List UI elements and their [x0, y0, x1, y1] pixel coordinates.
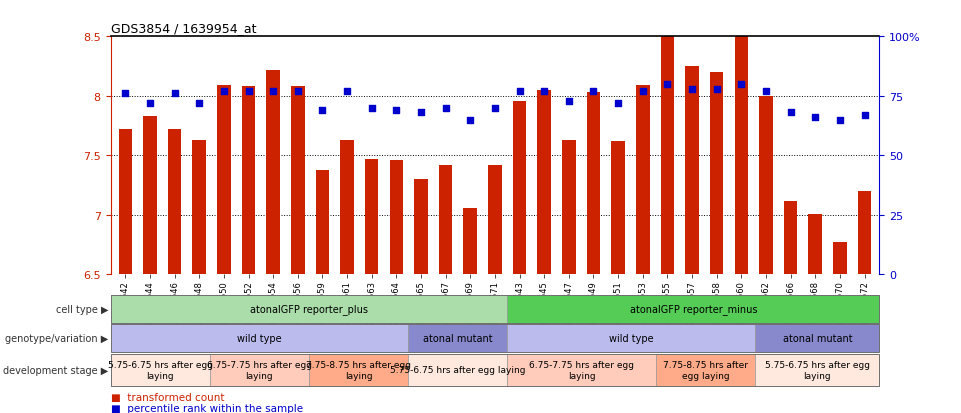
Text: 5.75-6.75 hrs after egg laying: 5.75-6.75 hrs after egg laying [390, 366, 526, 375]
Point [586, 88, 602, 95]
Bar [365, 159, 379, 275]
Point [610, 100, 626, 107]
Bar [755, 325, 879, 353]
Bar [808, 214, 822, 275]
Text: cell type ▶: cell type ▶ [56, 304, 109, 314]
Bar [755, 354, 879, 386]
Bar [111, 295, 507, 323]
Bar [266, 70, 280, 275]
Bar [858, 192, 872, 275]
Point [413, 110, 429, 116]
Point [561, 98, 577, 104]
Bar [143, 117, 157, 275]
Bar [660, 37, 675, 275]
Point [857, 112, 873, 119]
Text: 7.75-8.75 hrs after
egg laying: 7.75-8.75 hrs after egg laying [663, 360, 749, 380]
Bar [734, 37, 748, 275]
Bar [111, 325, 408, 353]
Bar [242, 87, 256, 275]
Bar [217, 86, 231, 275]
Bar [118, 130, 132, 275]
Bar [308, 354, 408, 386]
Bar [209, 354, 308, 386]
Point [339, 88, 355, 95]
Text: development stage ▶: development stage ▶ [3, 365, 109, 375]
Bar [685, 67, 699, 275]
Bar [408, 354, 507, 386]
Point [241, 88, 257, 95]
Point [462, 117, 478, 123]
Bar [513, 101, 527, 275]
Text: GDS3854 / 1639954_at: GDS3854 / 1639954_at [111, 22, 256, 35]
Bar [488, 165, 502, 275]
Text: atonalGFP reporter_plus: atonalGFP reporter_plus [250, 304, 368, 315]
Point [315, 107, 331, 114]
Bar [463, 208, 477, 275]
Point [807, 114, 823, 121]
Point [709, 86, 725, 93]
Text: atonal mutant: atonal mutant [423, 334, 493, 344]
Bar [759, 97, 773, 275]
Bar [414, 180, 428, 275]
Point [832, 117, 848, 123]
Bar [389, 161, 403, 275]
Text: ■  percentile rank within the sample: ■ percentile rank within the sample [111, 403, 303, 413]
Point [512, 88, 528, 95]
Point [290, 88, 306, 95]
Text: atonalGFP reporter_minus: atonalGFP reporter_minus [629, 304, 757, 315]
Bar [784, 201, 798, 275]
Bar [192, 140, 206, 275]
Point [216, 88, 232, 95]
Point [117, 91, 133, 97]
Bar [168, 130, 182, 275]
Bar [537, 90, 551, 275]
Point [758, 88, 774, 95]
Bar [340, 140, 354, 275]
Text: 7.75-8.75 hrs after egg
laying: 7.75-8.75 hrs after egg laying [306, 360, 411, 380]
Bar [833, 242, 847, 275]
Point [487, 105, 503, 112]
Text: 5.75-6.75 hrs after egg
laying: 5.75-6.75 hrs after egg laying [108, 360, 212, 380]
Point [659, 81, 675, 88]
Bar [636, 86, 650, 275]
Point [635, 88, 651, 95]
Point [536, 88, 552, 95]
Bar [611, 142, 625, 275]
Point [364, 105, 380, 112]
Point [142, 100, 158, 107]
Text: ■  transformed count: ■ transformed count [111, 392, 224, 402]
Bar [507, 325, 755, 353]
Point [733, 81, 749, 88]
Text: wild type: wild type [609, 334, 653, 344]
Bar [408, 325, 507, 353]
Text: genotype/variation ▶: genotype/variation ▶ [6, 334, 109, 344]
Text: atonal mutant: atonal mutant [782, 334, 852, 344]
Point [265, 88, 281, 95]
Text: wild type: wild type [237, 334, 282, 344]
Bar [710, 73, 724, 275]
Text: 6.75-7.75 hrs after egg
laying: 6.75-7.75 hrs after egg laying [207, 360, 311, 380]
Bar [315, 170, 330, 275]
Bar [291, 87, 305, 275]
Bar [656, 354, 755, 386]
Text: 6.75-7.75 hrs after egg
laying: 6.75-7.75 hrs after egg laying [530, 360, 634, 380]
Point [167, 91, 183, 97]
Point [783, 110, 799, 116]
Bar [439, 165, 453, 275]
Bar [562, 140, 576, 275]
Bar [507, 295, 879, 323]
Bar [587, 93, 601, 275]
Point [388, 107, 404, 114]
Point [684, 86, 700, 93]
Point [191, 100, 207, 107]
Bar [507, 354, 656, 386]
Text: 5.75-6.75 hrs after egg
laying: 5.75-6.75 hrs after egg laying [765, 360, 870, 380]
Bar [111, 354, 209, 386]
Point [438, 105, 454, 112]
